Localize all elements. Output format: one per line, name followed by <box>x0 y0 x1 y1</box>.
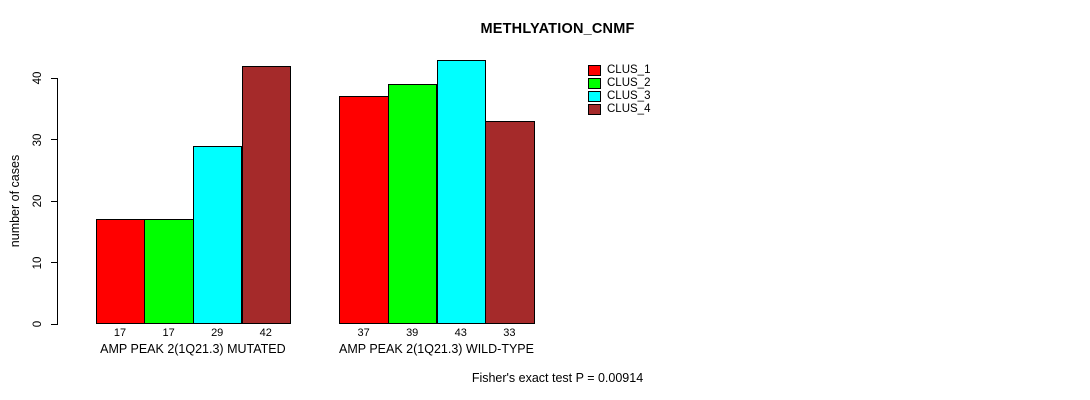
legend-label: CLUS_3 <box>607 90 651 102</box>
y-tick <box>51 200 57 202</box>
x-category-label: AMP PEAK 2(1Q21.3) WILD-TYPE <box>339 342 534 356</box>
y-tick-label: 10 <box>32 256 44 269</box>
legend-label: CLUS_1 <box>607 64 651 76</box>
annotation-text: Fisher's exact test P = 0.00914 <box>471 371 644 385</box>
y-axis-label: number of cases <box>8 154 22 248</box>
y-tick <box>51 262 57 263</box>
legend-label: CLUS_2 <box>607 77 651 89</box>
bar-value-label: 37 <box>357 327 370 339</box>
bar-value-label: 33 <box>503 327 516 339</box>
chart-title: METHLYATION_CNMF <box>480 21 635 37</box>
legend-row-clus-2: CLUS_2 <box>588 77 650 90</box>
bar-clus-2-group-2 <box>387 84 438 324</box>
bar-clus-3-group-1 <box>192 145 243 324</box>
bar-clus-2-group-1 <box>144 219 194 324</box>
y-tick-label: 0 <box>32 320 44 328</box>
legend-row-clus-4: CLUS_4 <box>588 103 650 116</box>
y-tick-label: 30 <box>32 133 44 146</box>
legend: CLUS_1 CLUS_2 CLUS_3 CLUS_4 <box>588 64 650 116</box>
bar-value-label: 17 <box>113 327 127 339</box>
legend-swatch-icon <box>588 65 601 76</box>
y-tick <box>51 323 57 325</box>
x-category-label: AMP PEAK 2(1Q21.3) MUTATED <box>100 342 286 356</box>
legend-label: CLUS_4 <box>607 103 651 115</box>
y-tick-label: 20 <box>32 194 44 208</box>
bar-value-label: 43 <box>454 327 467 339</box>
legend-row-clus-1: CLUS_1 <box>588 64 650 77</box>
bar-clus-3-group-2 <box>436 59 487 324</box>
bar-clus-1-group-1 <box>95 219 146 324</box>
y-tick-label: 40 <box>32 71 44 85</box>
bar-clus-4-group-2 <box>485 121 535 324</box>
bar-value-label: 17 <box>162 327 175 339</box>
y-tick <box>51 139 57 140</box>
bar-value-label: 29 <box>211 327 224 339</box>
bar-value-label: 39 <box>406 327 419 339</box>
bar-clus-1-group-2 <box>339 96 389 324</box>
legend-row-clus-3: CLUS_3 <box>588 90 650 103</box>
y-tick <box>51 77 57 79</box>
y-axis-line <box>57 78 58 325</box>
bar-value-label: 42 <box>259 327 272 339</box>
legend-swatch-icon <box>588 78 601 89</box>
bar-clus-4-group-1 <box>241 65 292 324</box>
legend-swatch-icon <box>588 91 601 102</box>
legend-swatch-icon <box>588 104 601 115</box>
